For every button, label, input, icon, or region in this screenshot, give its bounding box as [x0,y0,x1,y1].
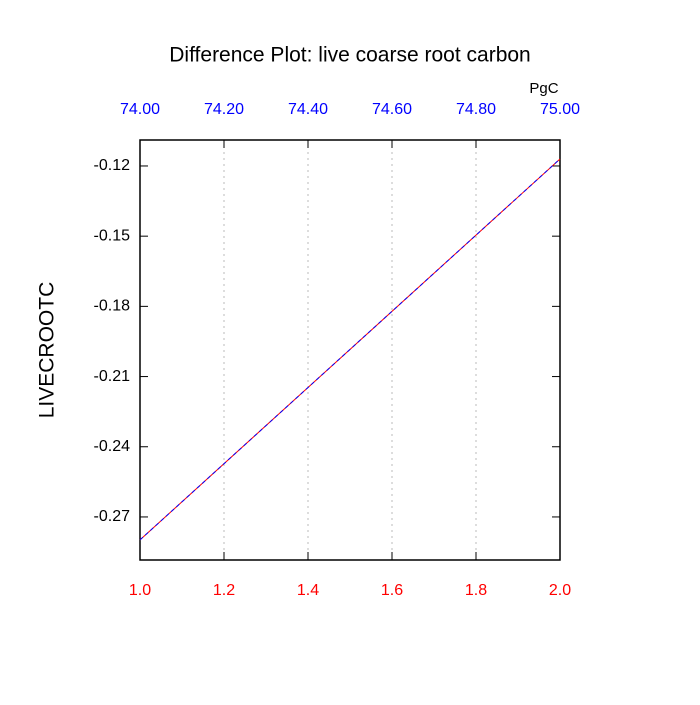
x2-tick-label: 74.40 [288,101,328,118]
x-tick-label: 1.6 [381,582,403,599]
x2-tick-label: 75.00 [540,101,580,118]
x-tick-label: 1.2 [213,582,235,599]
y-tick-label: -0.24 [94,438,131,455]
x2-tick-label: 74.00 [120,101,160,118]
x-tick-label: 1.8 [465,582,487,599]
y-tick-label: -0.12 [94,157,131,174]
x-tick-label: 1.0 [129,582,151,599]
plot-frame [139,139,561,561]
y-tick-label: -0.18 [94,298,131,315]
y-tick-label: -0.21 [94,368,131,385]
chart-title: Difference Plot: live coarse root carbon [169,44,530,67]
x-tick-label: 2.0 [549,582,571,599]
y-tick-label: -0.15 [94,227,131,244]
y-axis-label: LIVECROOTC [36,282,59,419]
y-tick-label: -0.27 [94,508,131,525]
series-line [139,158,561,541]
x2-tick-label: 74.20 [204,101,244,118]
x-tick-label: 1.4 [297,582,319,599]
top-axis-unit: PgC [529,80,558,97]
x2-tick-label: 74.80 [456,101,496,118]
x2-tick-label: 74.60 [372,101,412,118]
